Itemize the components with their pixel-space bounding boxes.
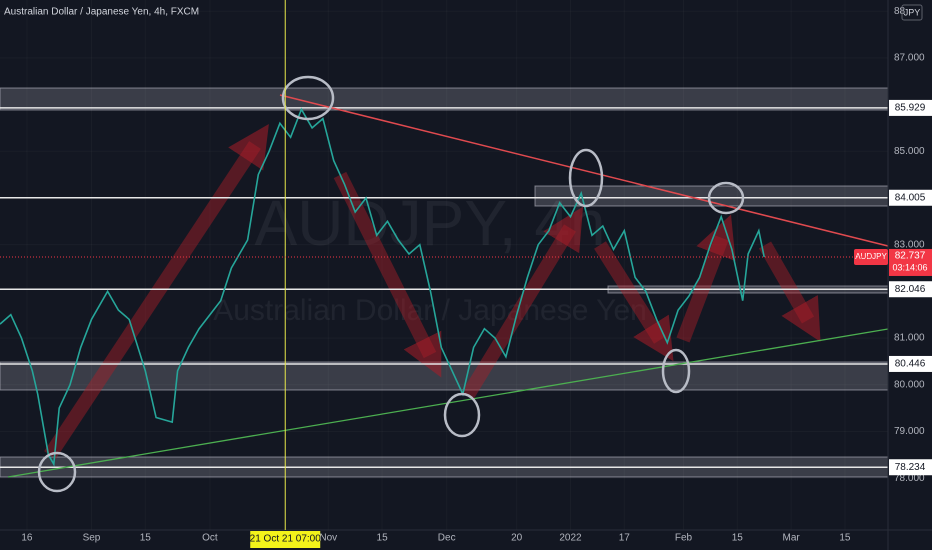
circle <box>281 75 335 121</box>
level-label-box <box>889 189 932 206</box>
y-tick-label: 78.000 <box>894 473 925 484</box>
currency-box <box>901 4 923 21</box>
x-tick-label: 20 <box>511 533 523 544</box>
y-tick-label: 85.000 <box>894 146 925 157</box>
resistance-trendline <box>279 94 889 247</box>
arrow <box>758 241 821 342</box>
arrow <box>333 171 442 378</box>
zones <box>0 87 889 478</box>
arrow <box>594 241 674 362</box>
x-tick-label: 17 <box>619 533 631 544</box>
level-label: 84.005 <box>895 192 926 203</box>
axes: 88 87.000 85.000 83.000 81.000 80.000 79.000 78… <box>21 6 932 544</box>
levels <box>0 107 888 468</box>
level-label-box <box>889 459 932 476</box>
last-price-box <box>889 248 932 276</box>
circle <box>568 148 604 208</box>
chart-title: Australian Dollar / Japanese Yen, 4h, FX… <box>4 7 199 18</box>
crosshair-label-box <box>250 531 321 548</box>
circles <box>37 75 745 493</box>
y-tick-label: 81.000 <box>894 333 925 344</box>
arrows <box>44 123 821 459</box>
arrow <box>44 123 269 459</box>
watermark-name: Australian Dollar / Japanese Yen <box>213 294 647 327</box>
countdown: 03:14:06 <box>892 262 927 272</box>
x-tick-label: Mar <box>783 533 801 544</box>
x-tick-label: 15 <box>839 533 851 544</box>
x-tick-label: Dec <box>438 533 456 544</box>
x-tick-label: 15 <box>140 533 152 544</box>
y-tick-label: 80.000 <box>894 379 925 390</box>
series <box>0 107 765 467</box>
y-tick-label: 83.000 <box>894 239 925 250</box>
x-tick-label: 16 <box>21 533 33 544</box>
x-tick-label: 15 <box>377 533 389 544</box>
x-tick-label: 15 <box>732 533 744 544</box>
x-tick-label: 2022 <box>559 533 582 544</box>
arrow <box>462 206 584 399</box>
symbol-tag: AUDJPY <box>855 252 887 261</box>
level-label: 85.929 <box>895 103 926 114</box>
x-tick-label: Oct <box>202 533 218 544</box>
last-price-label: 82.737 <box>895 251 926 262</box>
circle <box>37 451 77 493</box>
level-label-box <box>889 281 932 298</box>
level-label: 78.234 <box>895 462 926 473</box>
level-label: 80.446 <box>895 359 926 370</box>
y-tick-label: 79.000 <box>894 426 925 437</box>
y-tick-label: 87.000 <box>894 53 925 64</box>
zone <box>0 87 889 111</box>
zone <box>0 361 889 391</box>
level-label-box <box>889 355 932 372</box>
x-tick-label: Nov <box>319 533 337 544</box>
level-label-box <box>889 99 932 116</box>
currency: JPY <box>904 7 921 17</box>
level-label: 82.046 <box>895 284 926 295</box>
circle <box>661 348 691 394</box>
circle <box>707 181 745 215</box>
y-tick-label: 88 <box>894 6 906 17</box>
circle <box>443 392 481 438</box>
x-tick-label: Sep <box>83 533 101 544</box>
crosshair-label: 21 Oct 21 07:00 <box>250 534 322 545</box>
price-line <box>0 107 765 467</box>
x-tick-label: Feb <box>675 533 693 544</box>
